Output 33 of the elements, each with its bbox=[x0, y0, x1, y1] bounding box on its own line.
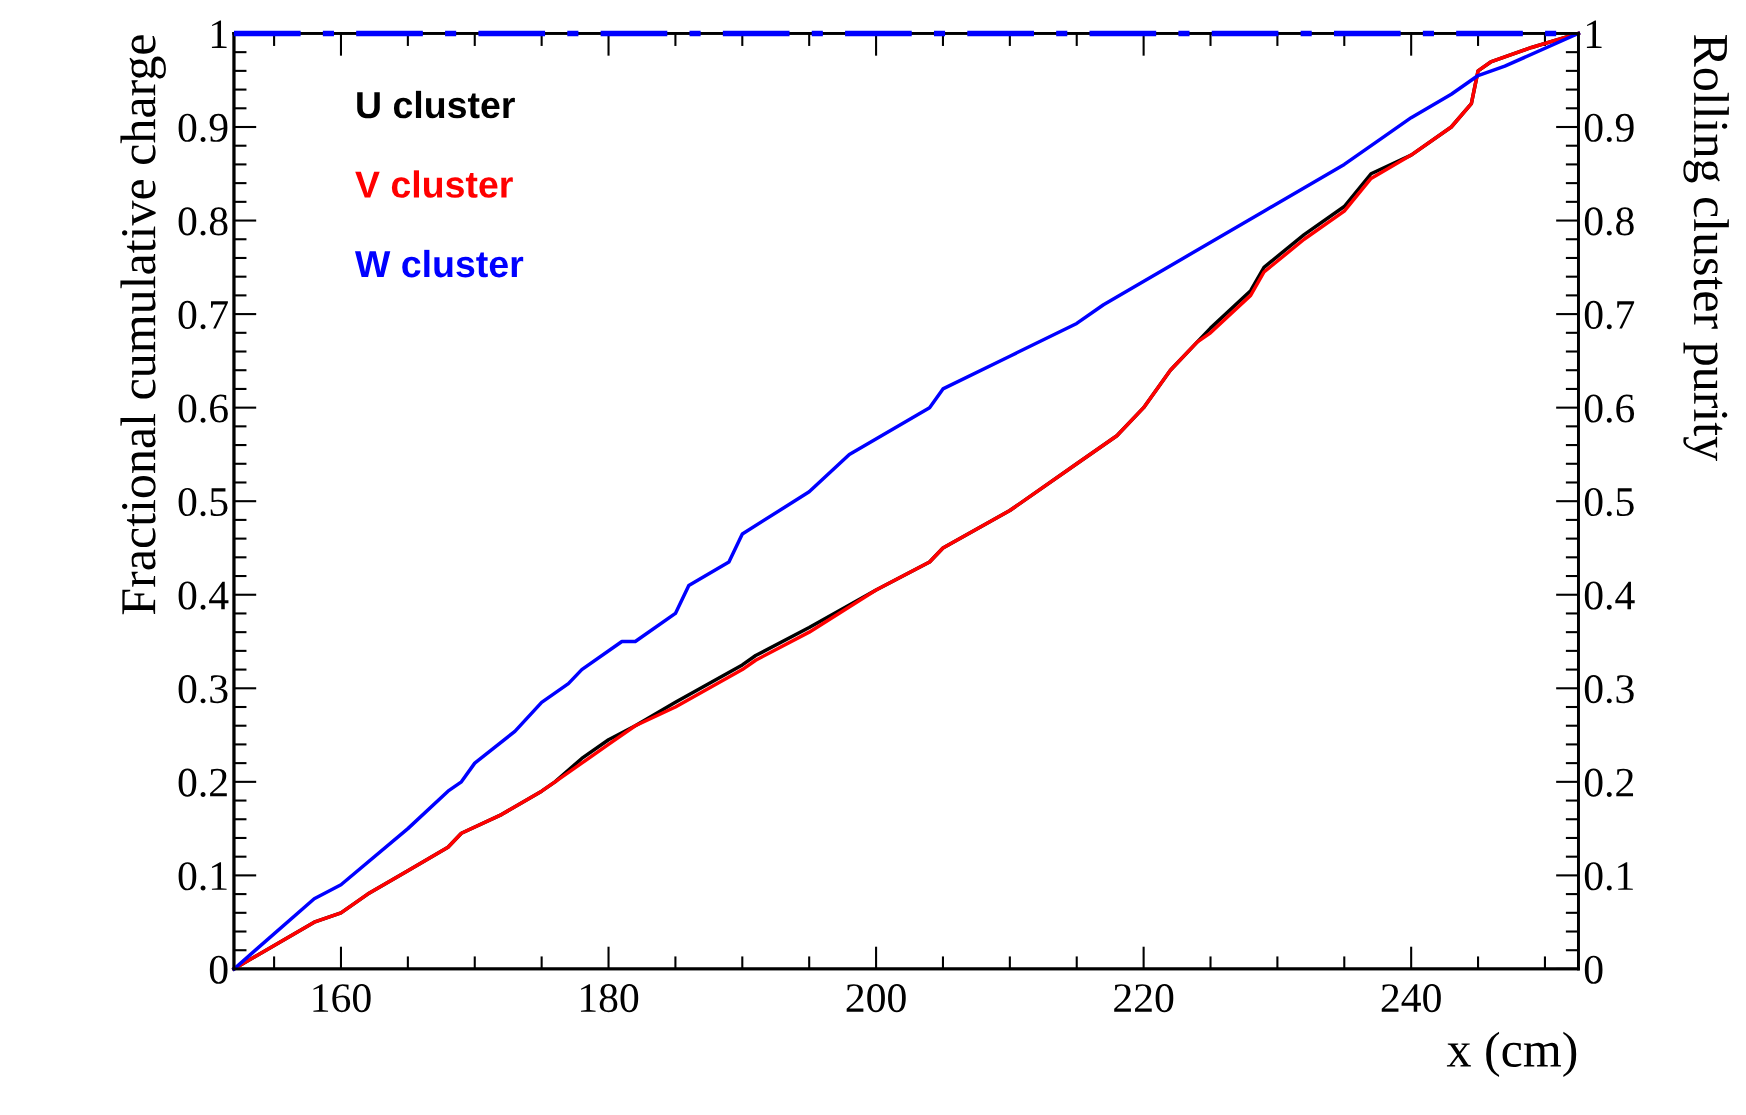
y-tick-label: 1 bbox=[211, 20, 227, 48]
x-axis-title: x (cm) bbox=[1446, 1031, 1577, 1078]
y-tick-label: 0 bbox=[209, 955, 228, 984]
x-tick-label: 180 bbox=[580, 984, 639, 1013]
legend-label: U cluster bbox=[357, 90, 515, 119]
y2-tick-label: 0.4 bbox=[1584, 581, 1635, 610]
y2-tick-label: 1 bbox=[1586, 20, 1602, 48]
y2-tick-label: 0.5 bbox=[1584, 487, 1634, 517]
y2-tick-label: 0.6 bbox=[1584, 394, 1635, 423]
y-tick-label: 0.2 bbox=[178, 768, 227, 797]
y-tick-label: 0.3 bbox=[178, 675, 228, 704]
y-tick-label: 0.1 bbox=[178, 862, 227, 891]
y-tick-label: 0.7 bbox=[178, 300, 228, 330]
y2-tick-label: 0.9 bbox=[1584, 113, 1634, 143]
y2-tick-label: 0.3 bbox=[1584, 675, 1634, 704]
text: V cluster bbox=[355, 170, 513, 198]
y-axis-title: Fractional cumulative charge bbox=[120, 35, 166, 615]
y-tick-label: 0.4 bbox=[178, 581, 229, 610]
x-tick-label: 240 bbox=[1381, 984, 1441, 1013]
y-tick-label: 0.5 bbox=[178, 487, 228, 517]
y-tick-label: 0.9 bbox=[178, 113, 228, 143]
x-tick-label: 220 bbox=[1114, 984, 1174, 1013]
y2-axis-title: Rolling cluster purity bbox=[1683, 34, 1729, 461]
y2-tick-label: 0.7 bbox=[1584, 300, 1635, 330]
y2-tick-label: 0 bbox=[1584, 955, 1603, 984]
y-tick-label: 0.6 bbox=[178, 394, 228, 423]
y2-tick-label: 0.8 bbox=[1584, 207, 1634, 236]
y2-tick-label: 0.1 bbox=[1584, 862, 1633, 891]
y-tick-label: 0.8 bbox=[178, 207, 228, 236]
x-tick-label: 200 bbox=[846, 984, 906, 1013]
y2-tick-label: 0.2 bbox=[1584, 768, 1634, 797]
text: W cluster bbox=[355, 249, 524, 278]
x-tick-label: 160 bbox=[313, 984, 371, 1013]
